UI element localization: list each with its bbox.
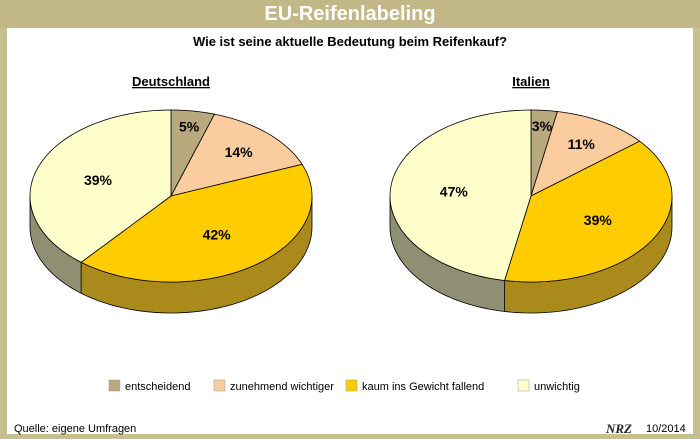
legend-swatch — [517, 379, 530, 392]
source-note: Quelle: eigene Umfragen — [14, 423, 136, 435]
data-label: 42% — [203, 226, 232, 242]
chart-header: EU-Reifenlabeling — [0, 0, 700, 28]
legend-label: zunehmend wichtiger — [230, 381, 334, 393]
pie-title-italien: Italien — [512, 74, 550, 89]
nrz-logo: NRZ — [605, 421, 632, 436]
pie-slice-zunehmend-wichtiger — [170, 113, 303, 197]
data-label: 47% — [440, 184, 469, 200]
data-label: 11% — [568, 136, 596, 152]
pie-title-deutschland: Deutschland — [132, 74, 210, 89]
data-label: 5% — [179, 118, 200, 134]
legend-item-zunehmend-wichtiger: zunehmend wichtiger — [213, 379, 334, 393]
chart-subtitle: Wie ist seine aktuelle Bedeutung beim Re… — [193, 34, 507, 49]
legend-label: kaum ins Gewicht fallend — [362, 381, 484, 393]
legend-item-unwichtig: unwichtig — [517, 379, 580, 393]
pie-slice-kaum-ins-gewicht-fallend — [504, 140, 673, 283]
legend-label: unwichtig — [534, 381, 580, 393]
legend-label: entscheidend — [125, 381, 190, 393]
legend-item-entscheidend: entscheidend — [108, 379, 190, 393]
legend-swatch — [108, 379, 121, 392]
pie-slice-unwichtig — [29, 109, 172, 263]
data-label: 3% — [532, 118, 553, 134]
legend: entscheidend zunehmend wichtiger kaum ins … — [108, 379, 580, 393]
data-label: 39% — [584, 212, 613, 228]
data-label: 14% — [225, 144, 254, 160]
legend-swatch — [213, 379, 226, 392]
pie-slice-kaum-ins-gewicht-fallend — [80, 163, 313, 283]
pies-group: 5% 14% 42% 39% Deutschland 3% 11% 39% 47% Italien — [29, 74, 673, 314]
pie-slice-unwichtig — [389, 109, 532, 281]
pie-slice-zunehmend-wichtiger — [530, 111, 641, 197]
publication-date: 10/2014 — [646, 423, 686, 435]
legend-item-kaum-ins-gewicht-fallend: kaum ins Gewicht fallend — [345, 379, 484, 393]
pie-italien: 3% 11% 39% 47% Italien — [389, 74, 673, 314]
pie-deutschland: 5% 14% 42% 39% Deutschland — [29, 74, 313, 314]
pie-slice-entscheidend — [170, 109, 216, 197]
legend-swatch — [345, 379, 358, 392]
data-label: 39% — [84, 172, 113, 188]
